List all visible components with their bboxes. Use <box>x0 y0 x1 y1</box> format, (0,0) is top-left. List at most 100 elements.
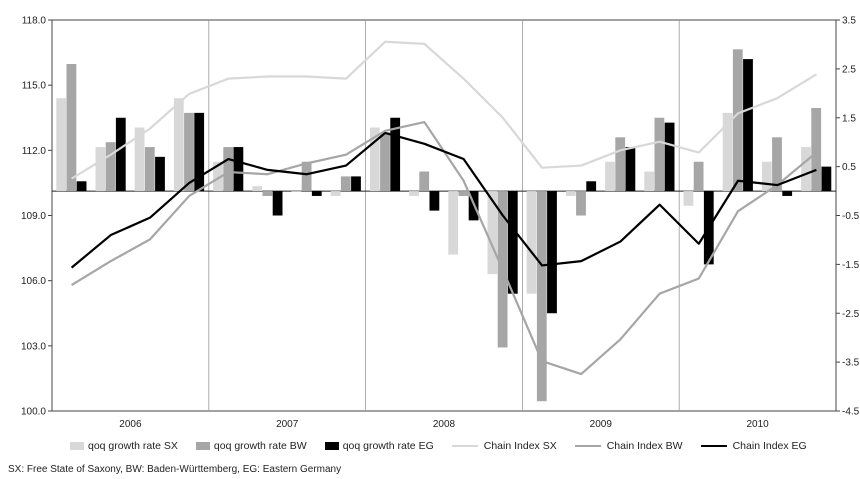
bar-qoq-growth-rate-bw <box>380 132 390 192</box>
left-axis-tick-label: 112.0 <box>22 146 47 157</box>
bar-qoq-growth-rate-sx <box>722 112 733 192</box>
legend-label: qoq growth rate BW <box>213 440 307 452</box>
bar-qoq-growth-rate-sx <box>369 127 380 192</box>
right-axis-tick-label: -2.5 <box>842 309 860 320</box>
bar-qoq-growth-rate-sx <box>448 191 459 255</box>
right-axis-tick-label: 1.5 <box>842 113 856 124</box>
bar-qoq-growth-rate-eg <box>586 181 597 192</box>
bar-qoq-growth-rate-bw <box>654 117 665 192</box>
left-axis-tick-label: 115.0 <box>22 81 47 92</box>
bar-qoq-growth-rate-eg <box>115 117 126 192</box>
bar-qoq-growth-rate-bw <box>576 191 586 216</box>
bar-qoq-growth-rate-bw <box>144 147 155 192</box>
bar-qoq-growth-rate-bw <box>340 176 351 192</box>
legend-item: Chain Index SX <box>451 440 557 452</box>
bar-qoq-growth-rate-eg <box>782 191 793 196</box>
legend-line-swatch <box>574 445 601 447</box>
legend-item: qoq growth rate BW <box>195 440 307 452</box>
bar-qoq-growth-rate-eg <box>390 117 401 192</box>
bar-qoq-growth-rate-sx <box>330 191 341 196</box>
bar-qoq-growth-rate-sx <box>95 147 106 192</box>
bar-qoq-growth-rate-sx <box>173 98 184 192</box>
bar-qoq-growth-rate-eg <box>821 166 832 192</box>
legend-label: qoq growth rate SX <box>88 440 178 452</box>
plot-frame <box>51 19 837 412</box>
left-axis-tick-label: 100.0 <box>21 407 46 418</box>
bar-qoq-growth-rate-sx <box>487 191 498 275</box>
bar-qoq-growth-rate-bw <box>105 142 116 192</box>
bar-qoq-growth-rate-eg <box>664 122 675 192</box>
bar-qoq-growth-rate-eg <box>547 191 557 314</box>
bar-qoq-growth-rate-eg <box>233 147 244 192</box>
bar-qoq-growth-rate-sx <box>252 186 263 192</box>
right-axis-tick-label: -4.5 <box>842 407 860 418</box>
bar-qoq-growth-rate-eg <box>155 156 165 192</box>
legend-label: qoq growth rate EG <box>342 440 434 452</box>
bar-qoq-growth-rate-eg <box>76 181 87 192</box>
bar-qoq-growth-rate-sx <box>644 171 655 192</box>
x-axis-category-label: 2006 <box>119 419 142 430</box>
line-chain-index-sx <box>71 40 817 180</box>
legend-label: Chain Index EG <box>732 440 807 452</box>
bar-qoq-growth-rate-sx <box>213 161 223 192</box>
bar-qoq-growth-rate-bw <box>772 137 782 192</box>
legend-bar-swatch <box>70 442 84 450</box>
right-axis-tick-label: -1.5 <box>842 260 860 271</box>
chart-legend: qoq growth rate SX qoq growth rate BW qoq … <box>70 440 825 452</box>
right-axis-tick-label: -0.5 <box>842 211 860 222</box>
line-chain-index-eg <box>70 131 817 269</box>
x-axis-category-label: 2010 <box>746 419 769 430</box>
legend-line-swatch <box>451 445 478 447</box>
legend-item: Chain Index BW <box>574 440 683 452</box>
bar-qoq-growth-rate-sx <box>291 191 302 192</box>
bar-qoq-growth-rate-eg <box>429 191 440 211</box>
x-axis-category-label: 2008 <box>433 419 456 430</box>
bar-qoq-growth-rate-sx <box>761 161 772 192</box>
combo-chart: 100.0 103.0 106.0 109.0 112.0 115.0 118.0 -4.5 -… <box>21 16 860 431</box>
right-axis-tick-label: 2.5 <box>842 64 856 75</box>
bar-qoq-growth-rate-bw <box>301 161 312 192</box>
legend-label: Chain Index BW <box>606 440 683 452</box>
bar-qoq-growth-rate-bw <box>66 63 77 192</box>
legend-line-swatch <box>700 445 727 447</box>
bar-qoq-growth-rate-sx <box>565 191 576 196</box>
bar-qoq-growth-rate-bw <box>615 137 626 192</box>
legend-item: Chain Index EG <box>700 440 807 452</box>
bar-qoq-growth-rate-eg <box>743 59 753 192</box>
x-axis-category-label: 2007 <box>276 419 299 430</box>
bar-qoq-growth-rate-bw <box>811 107 822 192</box>
bar-qoq-growth-rate-sx <box>409 191 419 196</box>
legend-bar-swatch <box>195 442 210 450</box>
bar-qoq-growth-rate-eg <box>507 191 518 294</box>
legend-item: qoq growth rate EG <box>324 440 434 452</box>
bar-qoq-growth-rate-bw <box>732 49 743 192</box>
footnote: SX: Free State of Saxony, BW: Baden-Würt… <box>8 464 342 475</box>
bar-qoq-growth-rate-bw <box>693 161 704 192</box>
bar-qoq-growth-rate-bw <box>458 191 469 196</box>
bar-qoq-growth-rate-bw <box>223 147 234 192</box>
bar-qoq-growth-rate-sx <box>56 98 67 192</box>
left-axis-tick-label: 109.0 <box>21 211 46 222</box>
legend-bar-swatch <box>324 442 339 450</box>
bar-qoq-growth-rate-bw <box>536 191 547 402</box>
legend-label: Chain Index SX <box>483 440 557 452</box>
bar-qoq-growth-rate-bw <box>262 191 273 196</box>
bar-qoq-growth-rate-eg <box>272 191 283 216</box>
left-axis-tick-label: 106.0 <box>21 276 46 287</box>
bar-qoq-growth-rate-eg <box>311 191 322 196</box>
bar-qoq-growth-rate-eg <box>351 176 361 192</box>
right-axis-tick-label: 3.5 <box>842 16 856 27</box>
right-axis-tick-label: 0.5 <box>842 162 856 173</box>
x-axis-category-label: 2009 <box>590 419 613 430</box>
left-axis-tick-label: 103.0 <box>21 341 46 352</box>
bar-qoq-growth-rate-bw <box>419 171 430 192</box>
bar-qoq-growth-rate-bw <box>184 112 194 192</box>
right-axis-tick-label: -3.5 <box>842 358 860 369</box>
bar-qoq-growth-rate-sx <box>605 161 615 192</box>
legend-item: qoq growth rate SX <box>70 440 178 452</box>
bar-qoq-growth-rate-eg <box>625 147 636 192</box>
bar-qoq-growth-rate-sx <box>801 147 811 192</box>
bar-qoq-growth-rate-eg <box>194 112 205 192</box>
bar-qoq-growth-rate-sx <box>526 191 537 294</box>
bar-qoq-growth-rate-sx <box>134 127 145 192</box>
